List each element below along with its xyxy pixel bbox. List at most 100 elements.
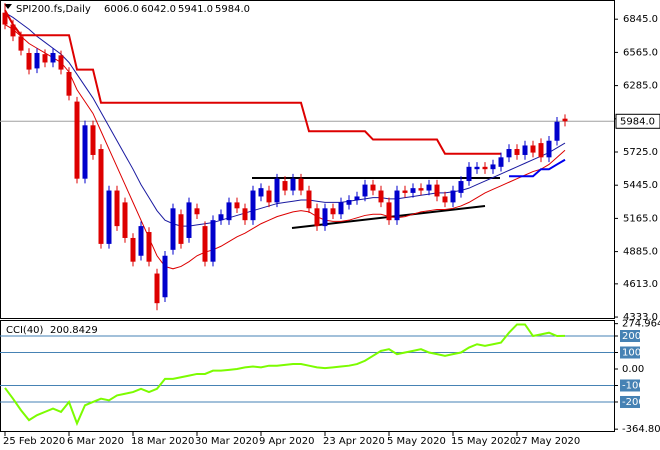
y-tick-label: 6565.0 [623,47,658,58]
candle-body [546,140,552,158]
candle-body [34,52,40,69]
candle-body [314,208,320,227]
candle-body [138,226,144,256]
y-tick-label: 0.00 [622,364,644,375]
candle-body [506,149,512,158]
ohlc-low: 5941.0 [178,4,213,15]
candle-body [26,52,32,70]
level-label-box [620,379,640,392]
candle-body [258,188,264,197]
candle-body [130,237,136,262]
candle-body [250,190,256,221]
cci-panel-frame [0,320,615,432]
candle-body [274,178,280,203]
candle-body [234,202,240,209]
y-tick-label: -200 [622,397,645,408]
candle-body [418,188,424,191]
candle-body [330,208,336,215]
candle-body [146,232,152,262]
indicator-line [4,24,566,270]
candle-body [362,184,368,197]
candle-body [530,145,536,153]
candle-body [18,36,24,51]
y-tick-label: -100 [622,380,645,391]
x-tick-label: 6 Mar 2020 [67,436,124,447]
candle-body [218,214,224,221]
candle-body [162,255,168,298]
candle-body [338,202,344,215]
candle-body [10,24,16,37]
candle-body [170,208,176,250]
x-tick-label: 15 May 2020 [451,436,516,447]
x-tick-label: 30 Mar 2020 [195,436,258,447]
candle-body [450,190,456,203]
y-tick-label: 5165.0 [623,213,658,224]
price-panel-frame [0,0,615,319]
candle-body [210,220,216,262]
indicator-line [4,323,566,427]
candle-body [306,190,312,209]
candle-body [202,226,208,262]
candle-body [482,166,488,170]
y-tick-label: 200 [622,331,641,342]
symbol-icon [4,4,12,9]
candle-body [402,190,408,193]
candle-body [498,157,504,167]
candle-body [522,145,528,155]
level-label-box [620,330,640,343]
chart-title: SPI200.fs,Daily [16,4,91,15]
y-tick-label: 6845.0 [623,14,658,25]
header: SPI200.fs,Daily 6006.0 6042.0 5941.0 598… [16,4,250,15]
candle-body [354,196,360,201]
y-tick-label: 4613.0 [623,279,658,290]
candle-body [378,190,384,203]
x-tick-label: 18 Mar 2020 [131,436,194,447]
candle-body [106,190,112,244]
last-price-box [615,113,660,129]
candle-body [386,202,392,221]
candle-body [186,202,192,238]
x-tick-label: 25 Feb 2020 [3,436,65,447]
candle-body [122,202,128,238]
candle-body [466,166,472,182]
candle-body [474,166,480,170]
candle-body [226,202,232,221]
x-tick-label: 27 May 2020 [515,436,580,447]
level-label-box [620,395,640,408]
candle-body [98,149,104,244]
candle-body [410,188,416,193]
y-tick-label: 6285.0 [623,81,658,92]
cci-current: 200.8429 [50,325,98,336]
candle-body [90,125,96,155]
candle-body [426,184,432,191]
candle-body [266,190,272,203]
candle-body [58,55,64,70]
y-tick-label: 5445.0 [623,180,658,191]
indicator-line [509,158,566,178]
candle-body [298,178,304,191]
candle-body [242,208,248,221]
y-tick-label: 4333.0 [623,312,658,323]
indicator-line [4,9,501,155]
candle-body [194,208,200,215]
y-tick-label: 100 [622,348,641,359]
candle-body [66,71,72,96]
candle-body [346,200,352,205]
candle-body [322,208,328,227]
candle-body [2,12,8,25]
candle-body [458,181,464,193]
x-tick-label: 9 Apr 2020 [259,436,314,447]
candle-body [442,196,448,203]
ohlc-close: 5984.0 [215,4,250,15]
candle-body [82,125,88,179]
candle-body [490,164,496,170]
candle-body [562,118,568,122]
candle-body [514,149,520,155]
y-tick-label: 274.9644 [622,319,660,330]
candle-body [74,101,80,179]
candle-body [178,214,184,244]
candle-body [370,184,376,191]
candle-body [154,273,160,304]
indicator-line [4,12,566,227]
